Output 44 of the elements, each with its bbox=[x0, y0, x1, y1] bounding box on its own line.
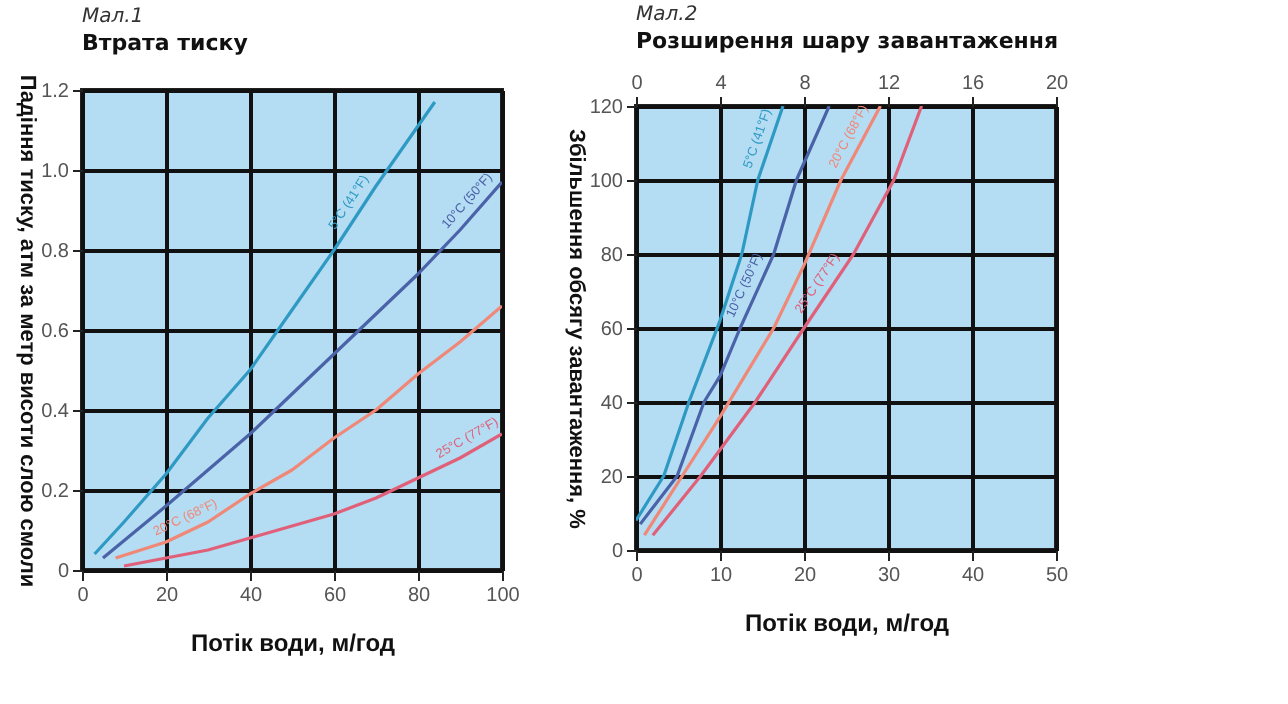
x-axis-title: Потік води, м/год bbox=[190, 629, 396, 657]
x-tick-label: 100 bbox=[486, 585, 521, 607]
y-tick-label: 0 bbox=[611, 541, 624, 563]
y-tick-label: 60 bbox=[600, 319, 624, 341]
y-axis-title: Падіння тиску, атм за метр висоти слою смоли bbox=[15, 74, 40, 588]
x-tick-label: 50 bbox=[1045, 565, 1069, 587]
chart-subtitle: Розширення шару завантаження bbox=[636, 28, 1059, 54]
x-tick-label: 60 bbox=[323, 585, 347, 607]
x-tick-label: 0 bbox=[77, 585, 90, 607]
y-tick-label: 1.2 bbox=[41, 81, 70, 103]
y-tick-label: 20 bbox=[600, 467, 624, 489]
x-tick-label: 40 bbox=[239, 585, 263, 607]
x2-tick-label: 12 bbox=[877, 73, 901, 95]
x2-tick-label: 8 bbox=[799, 73, 812, 95]
line-series bbox=[651, 106, 924, 537]
y-tick-label: 100 bbox=[589, 171, 624, 193]
y-tick-label: 120 bbox=[589, 97, 624, 119]
line-series bbox=[636, 106, 785, 522]
chart-title: Мал.2 bbox=[636, 4, 698, 26]
x2-tick-label: 16 bbox=[961, 73, 985, 95]
x-axis-title: Потік води, м/год bbox=[744, 609, 950, 637]
chart-subtitle: Втрата тиску bbox=[82, 29, 248, 56]
x-tick-label: 30 bbox=[877, 565, 901, 587]
y-tick-label: 40 bbox=[600, 393, 624, 415]
y-tick-label: 0.6 bbox=[41, 321, 70, 343]
line-series bbox=[114, 304, 502, 560]
y-tick-label: 1.0 bbox=[41, 161, 70, 183]
y-tick-label: 0.8 bbox=[41, 241, 70, 263]
y-tick-label: 0.4 bbox=[41, 401, 70, 423]
x-tick-label: 40 bbox=[961, 565, 985, 587]
line-series bbox=[642, 106, 883, 537]
x-tick-label: 10 bbox=[709, 565, 733, 587]
x2-tick-label: 20 bbox=[1045, 73, 1069, 95]
line-series bbox=[93, 100, 437, 556]
y-axis-title: Збільшення обсягу завантаження, % bbox=[563, 129, 588, 530]
x-tick-label: 20 bbox=[793, 565, 817, 587]
x-tick-label: 20 bbox=[155, 585, 179, 607]
x2-tick-label: 0 bbox=[631, 73, 644, 95]
y-tick-label: 0.2 bbox=[41, 481, 70, 503]
x2-tick-label: 4 bbox=[715, 73, 728, 95]
x-tick-label: 0 bbox=[631, 565, 644, 587]
chart-title: Мал.1 bbox=[82, 5, 144, 28]
y-tick-label: 80 bbox=[600, 245, 624, 267]
x-tick-label: 80 bbox=[407, 585, 431, 607]
